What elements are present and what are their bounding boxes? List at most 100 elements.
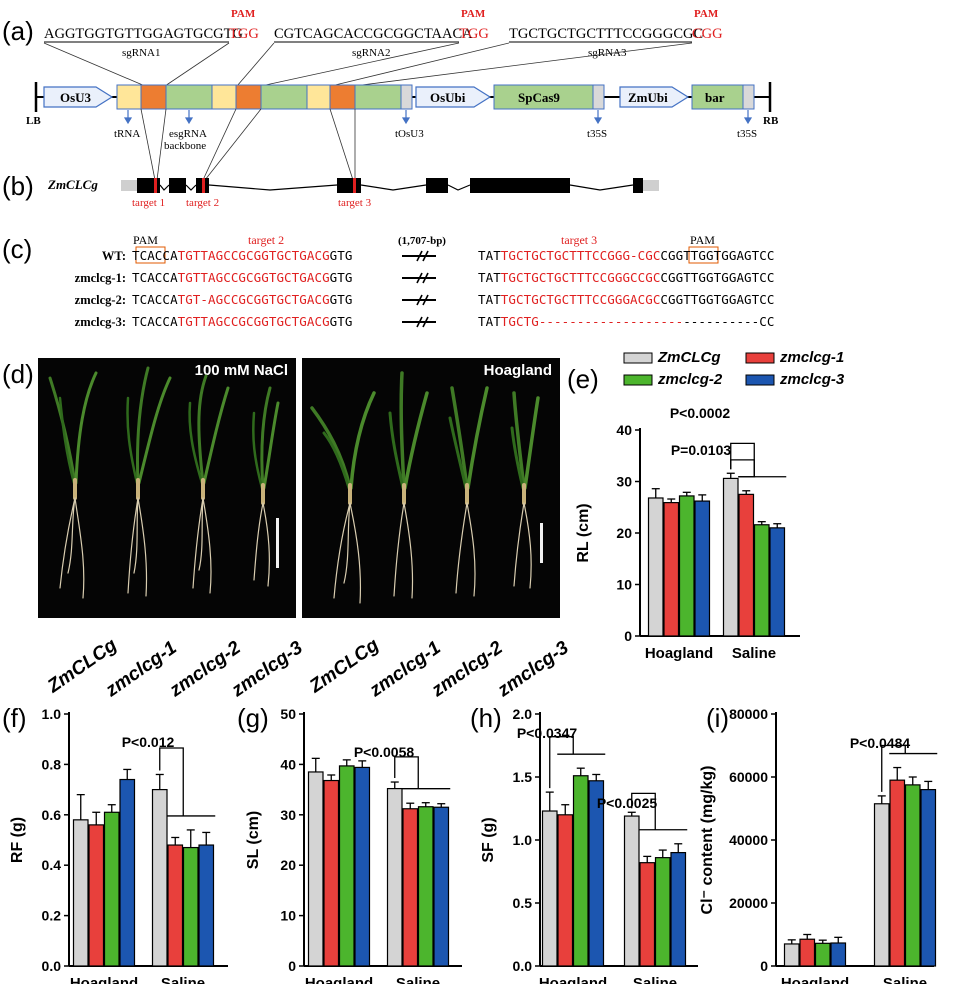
bar-zmclcg-1-Saline	[639, 862, 656, 967]
chart-f: 0.0 0.2 0.4 0.6 0.8 1.0 RF (g) Hoagland Saline P<…	[9, 706, 228, 984]
pam-box-left	[135, 246, 166, 264]
sequence-segment: CCA	[155, 314, 178, 329]
significance-bracket: P=0.0103	[671, 442, 756, 478]
y-tick-label: 80000	[729, 706, 768, 722]
sequence-segment: TAT	[478, 270, 501, 285]
y-tick-label: 10	[616, 577, 632, 593]
osu3-label: OsU3	[60, 90, 92, 105]
gap-label: (1,707-bp)	[398, 235, 446, 247]
sequence-segment: TCA	[132, 270, 155, 285]
significance-bracket: P<0.012	[122, 734, 216, 817]
y-tick-label: 1.5	[513, 769, 533, 785]
x-tick-label: Hoagland	[645, 645, 713, 662]
y-axis-label: SL (cm)	[245, 811, 262, 869]
y-tick-label: 0.0	[513, 958, 533, 974]
legend-label: zmclcg-1	[779, 349, 844, 366]
spacer-block-3	[329, 84, 356, 110]
row-name: WT:	[102, 249, 126, 263]
bar-zmclcg-2-Saline	[182, 846, 199, 967]
bar-ZmCLCg-Saline	[722, 477, 739, 637]
sgrna2-sequence: CGTCAGCACCGCGGCTAACA	[274, 26, 473, 42]
sgrna3-sequence: TGCTGCTGCTTTCCGGGCGC	[509, 26, 703, 42]
bar-zmclcg-1-Hoagland	[323, 779, 340, 967]
bar-label: bar	[705, 90, 725, 105]
p-value-label: P=0.0103	[671, 442, 732, 458]
plant-photo-hoagland: Hoagland	[302, 358, 560, 618]
legend-swatch	[745, 352, 775, 364]
bar-zmclcg-2-Saline	[654, 857, 671, 967]
legend-label: ZmCLCg	[657, 349, 721, 366]
bar-zmclcg-3-Hoagland	[694, 500, 711, 637]
significance-bracket: P<0.0058	[354, 744, 451, 790]
y-tick-label: 40000	[729, 832, 768, 848]
bar-ZmCLCg-Saline	[151, 788, 168, 967]
bar-ZmCLCg-Hoagland	[307, 771, 324, 967]
sequence-segment: TGCTGCTGCTTTCCGGGACGC	[501, 292, 661, 307]
bar-zmclcg-3-Saline	[670, 851, 687, 967]
t35s-label-1: t35S	[587, 128, 607, 140]
scaffold-block-3	[354, 84, 402, 110]
y-tick-label: 0.6	[42, 807, 62, 823]
sequence-segment: GTG	[330, 270, 353, 285]
bar-zmclcg-3-Hoagland	[830, 942, 847, 967]
sgrna3-name: sgRNA3	[588, 47, 627, 59]
p-value-label: P<0.0058	[354, 744, 415, 760]
sequence-segment: CCA	[155, 270, 178, 285]
plant-drawings-hoagland	[310, 371, 540, 604]
osu3-promoter-arrow	[43, 86, 114, 108]
bar-zmclcg-1-Saline	[402, 808, 419, 967]
target2-label: target 2	[186, 197, 219, 209]
y-tick-label: 1.0	[513, 832, 533, 848]
x-tick-label: Saline	[161, 975, 205, 984]
chart-h: 0.0 0.5 1.0 1.5 2.0 SF (g) Hoagland Saline P<0.0…	[480, 706, 698, 984]
y-tick-label: 30	[280, 807, 296, 823]
p-value-label: P<0.0347	[517, 725, 578, 741]
zmubi-label: ZmUbi	[628, 90, 668, 105]
sgrna-names: sgRNA1 sgRNA2 sgRNA3	[122, 47, 627, 59]
x-tick-label: Hoagland	[539, 975, 607, 984]
y-tick-label: 2.0	[513, 706, 533, 722]
sgrna1-pam: TGG	[229, 26, 259, 42]
spacer-block-2	[235, 84, 262, 110]
backbone-label: backbone	[164, 140, 206, 152]
p-value-label: P<0.0002	[670, 405, 731, 421]
significance-bracket: P<0.0347	[517, 725, 606, 789]
y-tick-label: 30	[616, 474, 632, 490]
significance-bracket: P<0.0025	[597, 792, 688, 831]
y-tick-label: 0.4	[42, 857, 62, 873]
bar-charts: 0 10 20 30 40 RL (cm) Hoagland Saline P=0.0103 P<…	[9, 405, 938, 984]
sequence-segment: ----------CC	[683, 314, 774, 329]
gap-slash	[422, 250, 429, 262]
sequence-segment: TTGGTGGAGTCC	[683, 270, 774, 285]
y-tick-label: 10	[280, 908, 296, 924]
target-connectors	[140, 108, 356, 181]
target3-mark	[353, 178, 356, 193]
sequence-alignment: WT: TCA CCA TGTTAGCCGCGGTGCTGACG GTG TAT TGCTG…	[75, 248, 775, 329]
trna-label: tRNA	[114, 128, 140, 140]
bar-zmclcg-3-Hoagland	[119, 778, 136, 967]
sgrna1-sequence: AGGTGGTGTTGGAGTGCGTG	[44, 26, 243, 42]
bar-zmclcg-1-Hoagland	[663, 502, 680, 637]
y-tick-label: 0.8	[42, 756, 62, 772]
gap-slash	[416, 294, 423, 306]
target-labels: target 1 target 2 target 3	[132, 197, 372, 209]
alignment-row: WT: TCA CCA TGTTAGCCGCGGTGCTGACG GTG TAT TGCTG…	[102, 248, 774, 263]
plant-5	[310, 391, 376, 604]
osubi-promoter-arrow	[415, 86, 492, 108]
pam-label-3: PAM	[694, 8, 719, 20]
bar-zmclcg-2-Hoagland	[572, 775, 589, 967]
pam-right-label: PAM	[690, 233, 715, 247]
alignment-row: zmclcg-1: TCA CCA TGTTAGCCGCGGTGCTGACG GTG TA…	[75, 270, 775, 285]
pam-labels: PAM PAM PAM	[231, 8, 719, 20]
panel-label-a: (a)	[2, 16, 34, 46]
sequence-segment: TAT	[478, 292, 501, 307]
t35s-label-2: t35S	[737, 128, 757, 140]
gap-slash	[416, 250, 423, 262]
trna-block-1	[116, 84, 142, 110]
y-tick-label: 0	[288, 958, 296, 974]
sequence-segment: TGTTAGCCGCGGTGCTGACG	[178, 314, 330, 329]
gene-name: ZmCLCg	[47, 177, 98, 192]
bar-zmclcg-2-Saline	[753, 524, 770, 637]
pam-box-right	[688, 246, 719, 264]
